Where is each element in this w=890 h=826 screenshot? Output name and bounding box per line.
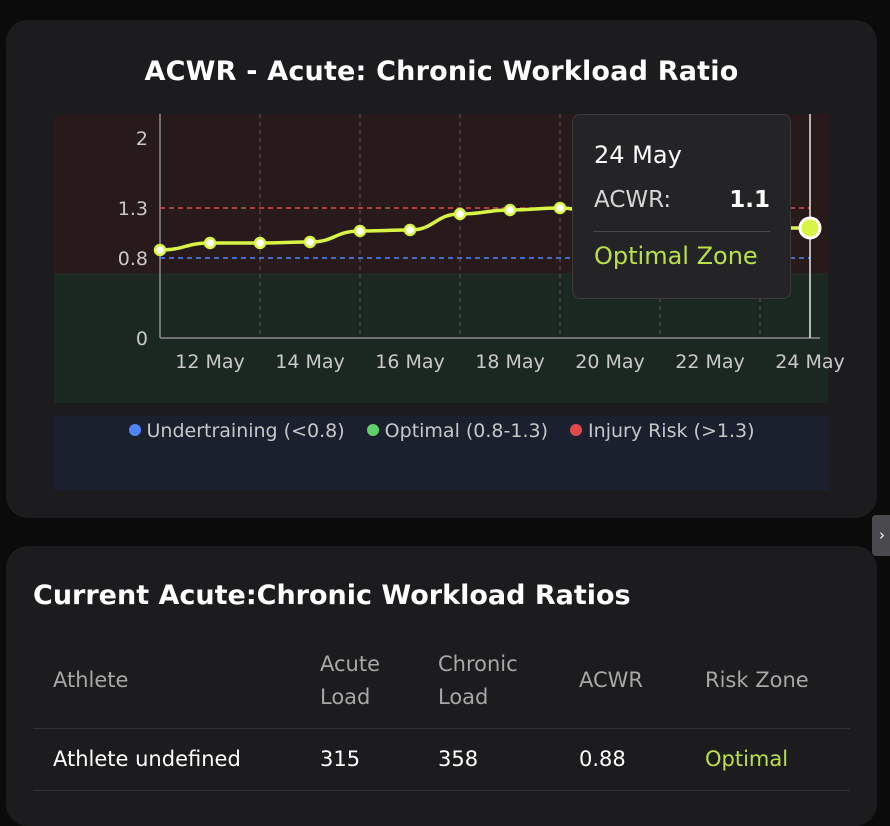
legend-label-optimal: Optimal (0.8-1.3)	[384, 420, 548, 442]
cell-athlete: Athlete undefined	[53, 747, 241, 771]
cell-risk-zone: Optimal	[705, 747, 789, 771]
tooltip-zone: Optimal Zone	[594, 242, 758, 270]
legend-item-undertraining[interactable]: Undertraining (<0.8)	[128, 420, 345, 442]
chevron-right-icon: ›	[879, 526, 885, 544]
header-acwr: ACWR	[579, 668, 644, 692]
acwr-point	[403, 223, 417, 237]
acwr-point	[453, 207, 467, 221]
table-title: Current Acute:Chronic Workload Ratios	[33, 580, 631, 611]
legend-item-injury-risk[interactable]: Injury Risk (>1.3)	[570, 420, 755, 442]
sidebar-toggle-handle[interactable]: ›	[872, 515, 890, 556]
legend-label-injury-risk: Injury Risk (>1.3)	[588, 420, 755, 442]
tooltip-date: 24 May	[594, 141, 682, 169]
y-tick-label: 0	[136, 328, 148, 350]
legend-dot-optimal	[366, 424, 379, 436]
header-risk-zone: Risk Zone	[705, 668, 809, 692]
cell-chronic-load: 358	[438, 747, 479, 771]
header-athlete: Athlete	[53, 668, 129, 692]
x-tick-label: 22 May	[675, 351, 745, 373]
y-tick-label: 1.3	[118, 198, 148, 220]
acwr-point	[153, 243, 167, 257]
header-acute-load-line1: Acute	[320, 652, 381, 676]
legend-label-undertraining: Undertraining (<0.8)	[146, 420, 345, 442]
x-tick-label: 24 May	[775, 351, 845, 373]
header-divider	[33, 728, 850, 729]
x-tick-label: 14 May	[275, 351, 345, 373]
header-chronic-load-line2: Load	[438, 685, 489, 709]
y-tick-label: 2	[136, 128, 148, 150]
legend-item-optimal[interactable]: Optimal (0.8-1.3)	[366, 420, 548, 442]
chart-legend: Undertraining (<0.8) Optimal (0.8-1.3) I…	[6, 420, 877, 442]
acwr-table-card: Current Acute:Chronic Workload Ratios At…	[6, 546, 877, 826]
acwr-point-active	[798, 216, 822, 240]
legend-dot-undertraining	[128, 424, 141, 436]
chart-tooltip: 24 May ACWR: 1.1 Optimal Zone	[572, 114, 791, 299]
cell-acwr: 0.88	[579, 747, 626, 771]
row-divider	[33, 790, 850, 791]
x-tick-label: 16 May	[375, 351, 445, 373]
x-tick-label: 12 May	[175, 351, 245, 373]
acwr-point	[553, 201, 567, 215]
y-tick-label: 0.8	[118, 248, 148, 270]
legend-dot-injury-risk	[570, 424, 583, 436]
acwr-point	[353, 224, 367, 238]
acwr-point	[503, 203, 517, 217]
cell-acute-load: 315	[320, 747, 361, 771]
x-tick-label: 20 May	[575, 351, 645, 373]
zone-undertraining-band	[54, 416, 828, 490]
header-chronic-load-line1: Chronic	[438, 652, 518, 676]
tooltip-value: 1.1	[729, 187, 770, 213]
acwr-chart-card: ACWR - Acute: Chronic Workload Ratio 0 0.…	[6, 20, 877, 518]
chart-title: ACWR - Acute: Chronic Workload Ratio	[144, 56, 739, 87]
tooltip-divider	[593, 231, 770, 232]
header-acute-load-line2: Load	[320, 685, 371, 709]
acwr-point	[253, 236, 267, 250]
tooltip-label: ACWR:	[594, 187, 672, 213]
acwr-point	[303, 235, 317, 249]
x-tick-label: 18 May	[475, 351, 545, 373]
acwr-point	[203, 236, 217, 250]
